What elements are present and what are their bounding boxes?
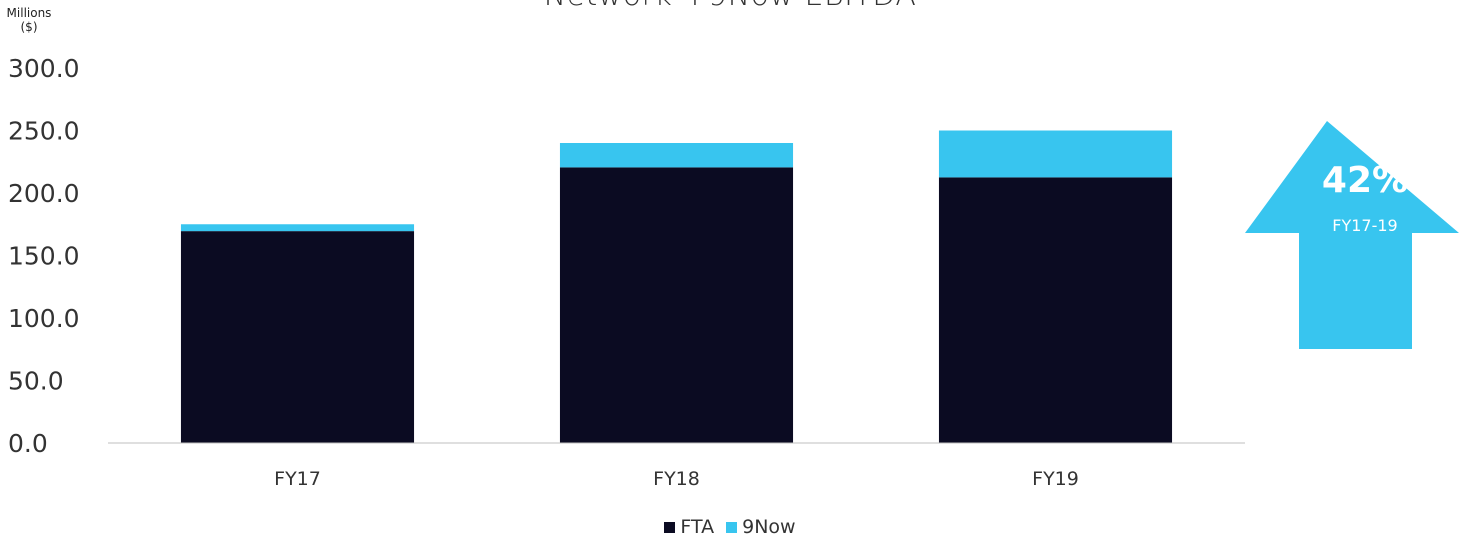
legend: FTA 9Now: [0, 516, 1460, 538]
y-tick-label: 50.0: [8, 367, 64, 396]
x-tick-label: FY19: [1032, 468, 1079, 490]
growth-up-arrow-icon: [1245, 121, 1459, 349]
bar-9now-fy19: [938, 130, 1173, 178]
bar-fta-fy18: [559, 167, 794, 443]
chart-title: Network +9Now EBITDA: [0, 0, 1460, 13]
legend-item-fta: FTA: [664, 516, 714, 538]
legend-label-9now: 9Now: [742, 516, 796, 538]
y-tick-label: 0.0: [8, 429, 48, 458]
bar-9now-fy18: [559, 143, 794, 168]
bar-fta-fy17: [180, 231, 415, 443]
legend-label-fta: FTA: [680, 516, 715, 538]
legend-item-9now: 9Now: [726, 516, 796, 538]
x-axis-ticks: FY17 FY18 FY19: [274, 468, 1079, 490]
legend-swatch-9now: [726, 521, 738, 533]
growth-percentage: 42%: [1321, 160, 1409, 201]
y-tick-label: 200.0: [8, 179, 80, 208]
y-axis-unit-label: Millions ($): [4, 6, 54, 34]
x-tick-label: FY17: [274, 468, 321, 490]
y-tick-label: 150.0: [8, 242, 80, 271]
y-axis-unit-line-2: ($): [20, 20, 38, 34]
x-tick-label: FY18: [653, 468, 700, 490]
y-axis-ticks: 0.0 50.0 100.0 150.0 200.0 250.0 300.0: [8, 54, 80, 458]
bar-group: [180, 130, 1173, 443]
y-tick-label: 300.0: [8, 54, 80, 83]
y-axis-unit-line-1: Millions: [6, 6, 52, 20]
y-tick-label: 100.0: [8, 304, 80, 333]
legend-swatch-fta: [664, 521, 676, 533]
bar-fta-fy19: [938, 177, 1173, 443]
growth-period-label: FY17-19: [1332, 216, 1398, 235]
bar-9now-fy17: [180, 224, 415, 232]
y-tick-label: 250.0: [8, 117, 80, 146]
